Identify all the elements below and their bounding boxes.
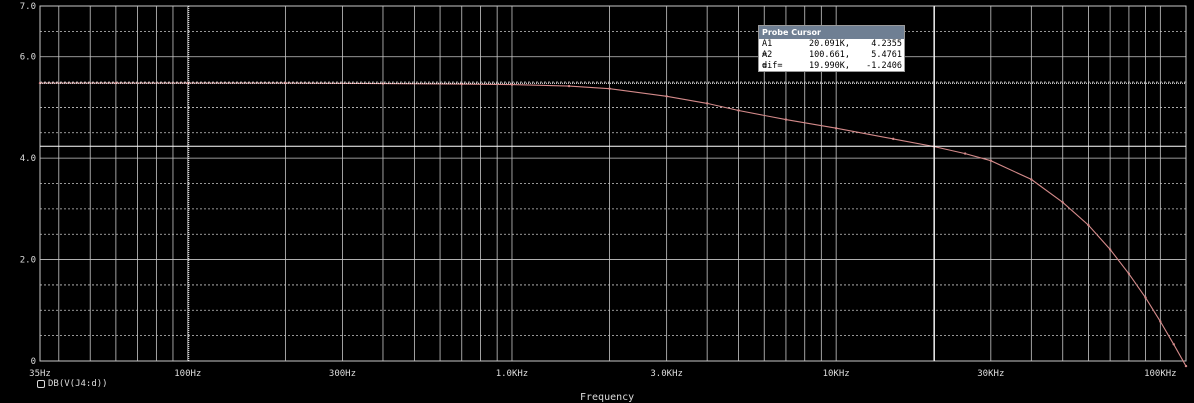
trace-point (705, 102, 709, 105)
trace-point (608, 87, 611, 90)
trace-point (1172, 343, 1175, 346)
cursor-row-dif: dif= 19.990K, -1.2406 (759, 61, 904, 72)
trace-point (1061, 201, 1064, 204)
trace-point (665, 95, 668, 98)
cursor-dif-y: -1.2406 (866, 61, 902, 71)
x-tick-label: 1.0KHz (496, 369, 529, 379)
x-tick-label: 30KHz (977, 369, 1004, 379)
cursor-row-a2: A2 = 100.661, 5.4761 (759, 50, 904, 71)
x-tick-label: 100KHz (1144, 369, 1177, 379)
trace-point (1108, 248, 1112, 251)
x-tick-label: 300Hz (329, 369, 356, 379)
trace-point (567, 84, 571, 88)
trace-point (963, 152, 967, 155)
cursor-row-a1: A1 = 20.091K, 4.2355 (759, 39, 904, 60)
probe-cursor-title[interactable]: Probe Cursor (759, 26, 904, 39)
cursor-a1-y: 4.2355 (871, 39, 902, 49)
cursor-a2-y: 5.4761 (871, 50, 902, 60)
square-icon (37, 380, 45, 388)
y-tick-label: 7.0 (20, 2, 36, 12)
y-tick-label: 4.0 (20, 154, 36, 164)
trace-point (1184, 364, 1188, 368)
trace-point (1159, 320, 1162, 323)
x-tick-label: 10KHz (823, 369, 850, 379)
trace-point (737, 109, 740, 112)
y-tick-label: 6.0 (20, 53, 36, 63)
trace-point (510, 83, 514, 86)
y-tick-label: 0 (31, 357, 36, 367)
trace-point (1087, 223, 1090, 227)
cursor-dif-name: dif= (762, 61, 783, 71)
x-axis-label: Frequency (580, 392, 635, 403)
y-tick-label: 2.0 (20, 256, 36, 266)
cursor-dif-x: 19.990K, (809, 61, 850, 71)
trace-legend[interactable]: DB(V(J4:d)) (37, 379, 108, 389)
trace-point (1030, 178, 1033, 181)
cursor-a1-x: 20.091K, (809, 39, 850, 49)
cursor-a2-name: A2 = (762, 50, 773, 71)
trace-point (1127, 272, 1131, 275)
trace-point (784, 118, 788, 121)
x-tick-label: 3.0KHz (650, 369, 683, 379)
x-tick-label: 100Hz (174, 369, 201, 379)
cursor-a1-name: A1 = (762, 39, 773, 60)
x-tick-label: 35Hz (29, 369, 51, 379)
trace-line (40, 82, 1187, 367)
legend-label: DB(V(J4:d)) (48, 379, 108, 389)
trace-point (892, 137, 895, 141)
trace-point (1144, 296, 1147, 299)
trace-point (834, 127, 838, 130)
trace-point (989, 159, 993, 162)
probe-cursor-window[interactable]: Probe Cursor A1 = 20.091K, 4.2355 A2 = 1… (758, 25, 905, 72)
plot-frame (39, 5, 1187, 362)
cursor-a2-x: 100.661, (809, 50, 850, 60)
